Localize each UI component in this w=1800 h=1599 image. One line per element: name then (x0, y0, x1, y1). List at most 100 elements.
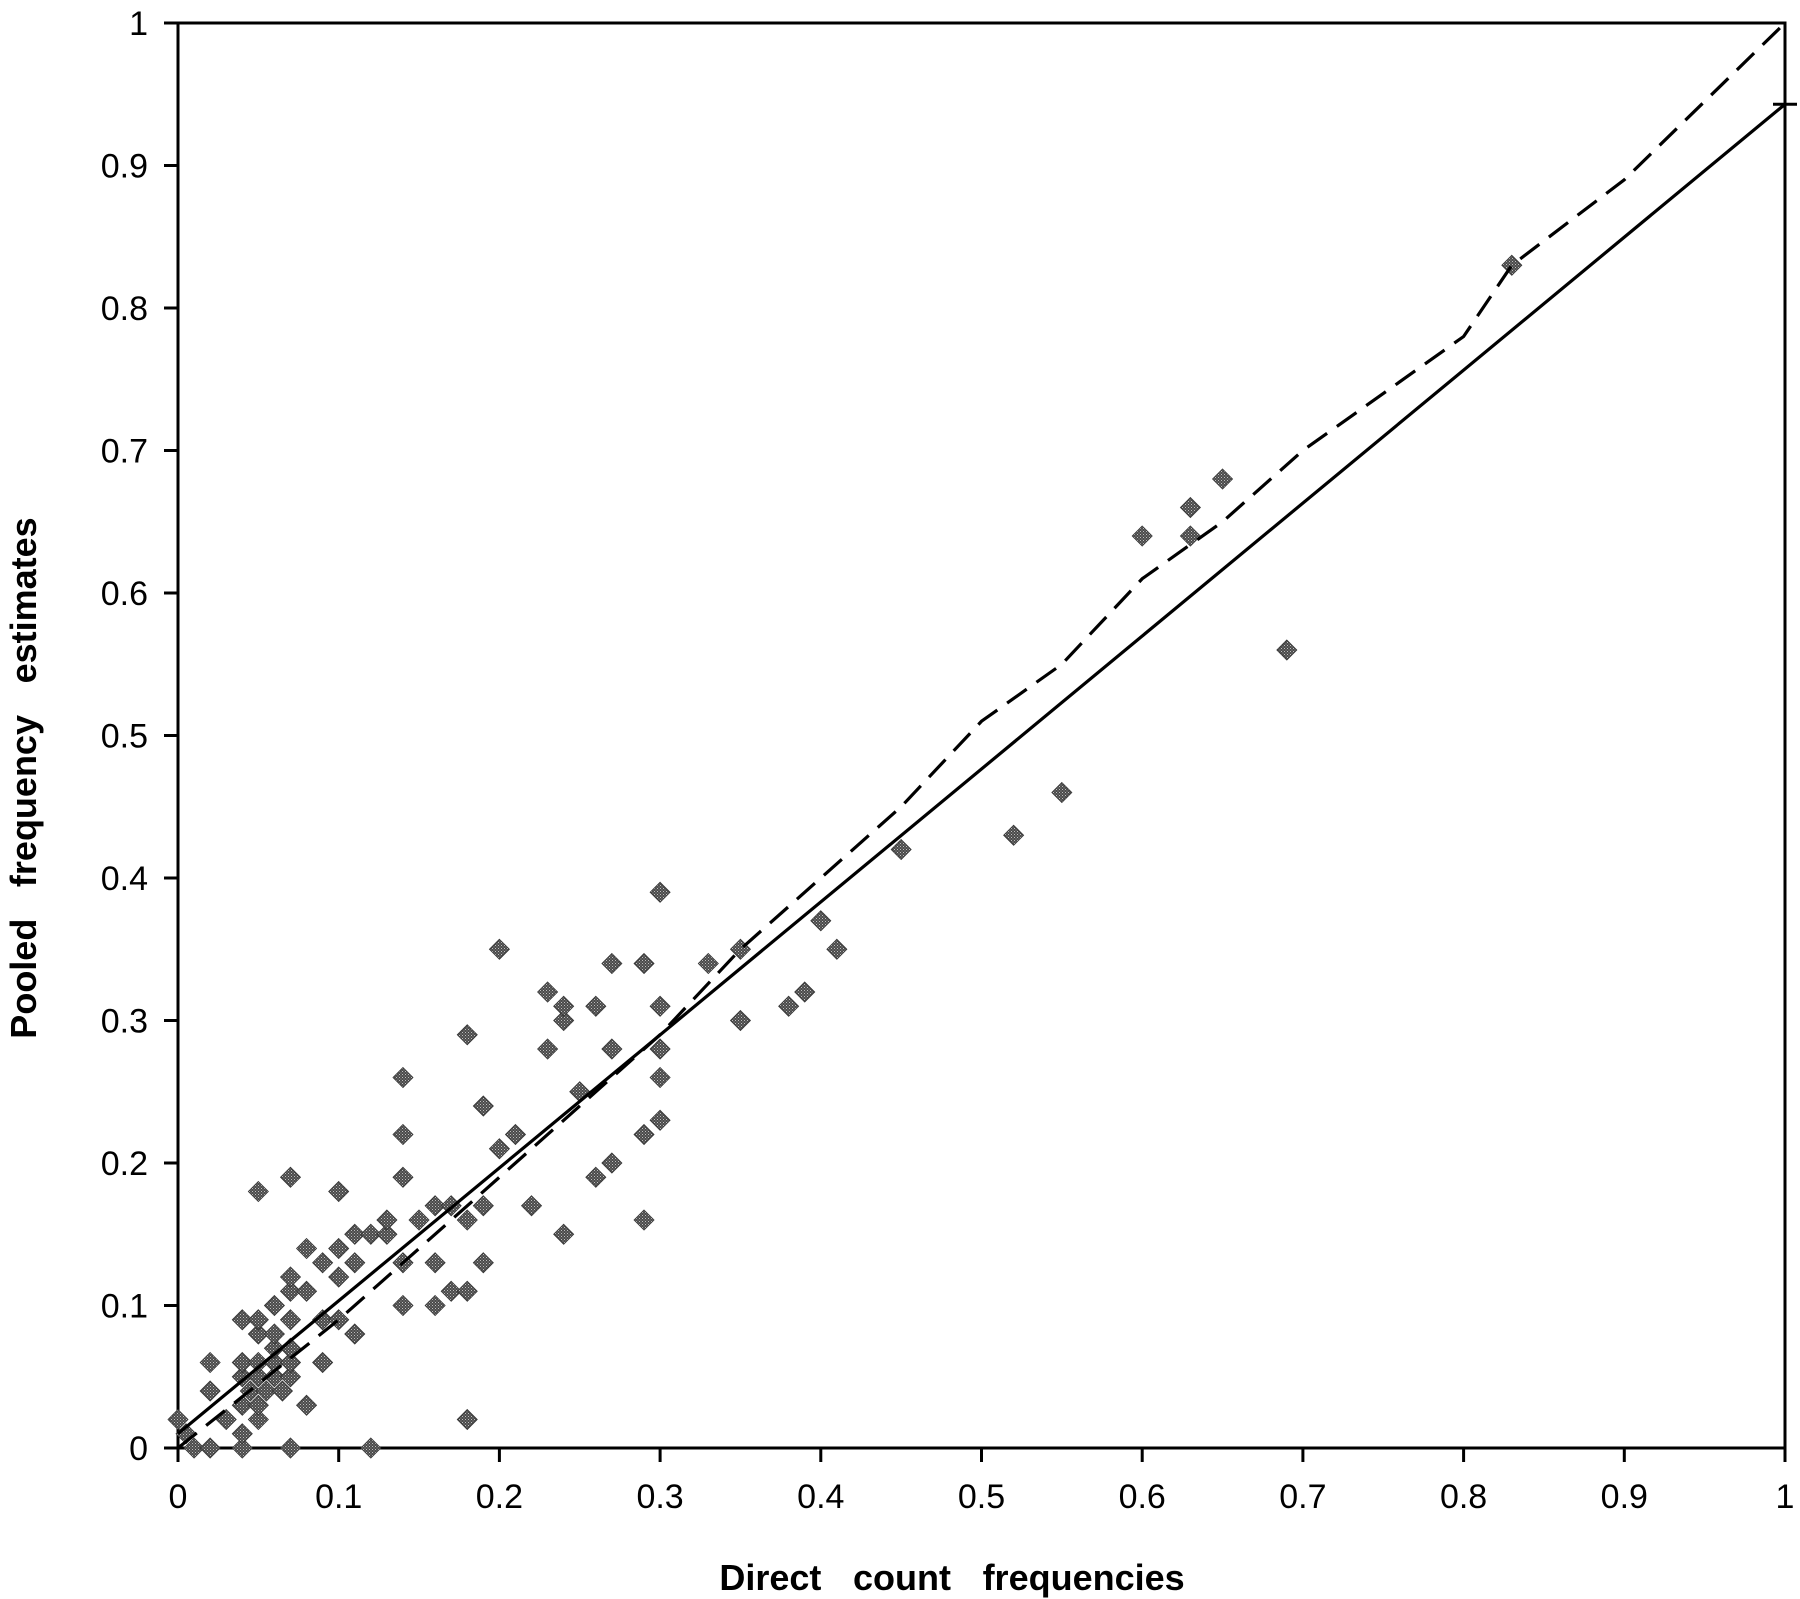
fit-lines (176, 21, 1797, 1450)
data-point (649, 1109, 671, 1131)
data-point (376, 1209, 398, 1231)
data-point (408, 1209, 430, 1231)
data-point (537, 1038, 559, 1060)
data-point (231, 1437, 253, 1459)
data-point (456, 1280, 478, 1302)
dashed-line (177, 21, 1787, 1450)
data-point (328, 1237, 350, 1260)
data-point (472, 1252, 494, 1274)
x-tick-label: 1 (1776, 1478, 1795, 1516)
data-point (392, 1294, 414, 1317)
x-axis-title: Direct count frequencies (719, 1557, 1184, 1598)
data-point (360, 1223, 382, 1245)
data-point (649, 1066, 671, 1089)
data-point (263, 1366, 285, 1388)
data-point (778, 995, 800, 1017)
data-point (247, 1394, 269, 1416)
data-point (633, 952, 655, 975)
x-tick-label: 0 (169, 1478, 188, 1516)
x-tick-label: 0.5 (958, 1478, 1005, 1516)
axis-ticks (164, 21, 1787, 1462)
data-point (183, 1437, 205, 1459)
data-point (488, 1138, 510, 1160)
data-point (440, 1280, 462, 1302)
data-point (263, 1323, 285, 1345)
data-point (279, 1437, 302, 1459)
data-point (553, 1009, 575, 1032)
y-tick-label: 0.1 (101, 1288, 148, 1326)
x-tick-label: 0.7 (1279, 1478, 1326, 1516)
data-point (279, 1309, 302, 1331)
data-point (312, 1351, 334, 1374)
data-point (312, 1252, 334, 1274)
data-point (328, 1180, 350, 1203)
data-point (1276, 639, 1298, 661)
y-tick-label: 0.3 (101, 1003, 148, 1041)
data-point (344, 1223, 366, 1245)
x-tick-labels: 0 0.1 0.2 0.3 0.4 0.5 0.6 0.7 0.8 0.9 1 (169, 1478, 1795, 1516)
x-tick-label: 0.4 (797, 1478, 844, 1516)
data-point (247, 1309, 269, 1331)
data-point (199, 1380, 221, 1402)
y-tick-label: 1 (129, 5, 148, 43)
data-point (456, 1024, 478, 1046)
y-tick-label: 0.2 (101, 1145, 148, 1183)
data-point (553, 995, 575, 1017)
data-point (1179, 496, 1201, 519)
data-point (649, 995, 671, 1017)
y-tick-label: 0.7 (101, 433, 148, 471)
data-point (585, 995, 607, 1017)
x-tick-label: 0.9 (1601, 1478, 1648, 1516)
y-tick-labels: 0 0.1 0.2 0.3 0.4 0.5 0.6 0.7 0.8 0.9 1 (101, 5, 148, 1468)
data-point (263, 1337, 285, 1359)
data-point (328, 1266, 350, 1288)
data-point (1179, 525, 1201, 547)
data-point (255, 1380, 277, 1402)
data-point (1051, 781, 1073, 804)
data-point (633, 1123, 655, 1146)
data-point (649, 1038, 671, 1060)
data-point (424, 1294, 446, 1317)
y-tick-label: 0.5 (101, 718, 148, 756)
data-point (279, 1166, 302, 1188)
data-point (520, 1195, 543, 1217)
data-point (167, 1408, 189, 1431)
data-point (424, 1195, 446, 1217)
data-point (472, 1195, 494, 1217)
data-point (1131, 525, 1153, 547)
data-point (729, 1009, 752, 1032)
data-point (537, 981, 559, 1003)
data-point (279, 1366, 302, 1388)
data-point (585, 1166, 607, 1188)
x-tick-label: 0.1 (315, 1478, 362, 1516)
data-point (231, 1309, 253, 1331)
data-point (247, 1180, 269, 1203)
data-point (392, 1066, 414, 1089)
data-point (504, 1123, 527, 1146)
data-point (199, 1437, 221, 1459)
data-point (601, 952, 623, 975)
data-point (456, 1408, 478, 1431)
data-point (360, 1437, 382, 1459)
data-point (199, 1351, 221, 1374)
data-point (456, 1209, 478, 1231)
data-point (312, 1309, 334, 1331)
data-point (247, 1351, 269, 1374)
data-point (697, 952, 719, 975)
data-point (472, 1095, 494, 1117)
data-point (1211, 468, 1234, 490)
data-point (601, 1152, 623, 1174)
data-point (424, 1252, 446, 1274)
solid-line (176, 102, 1787, 1435)
data-point (279, 1280, 302, 1302)
data-point (263, 1294, 285, 1317)
data-point (295, 1237, 318, 1260)
data-point (890, 838, 912, 861)
data-point (794, 981, 816, 1003)
data-point (553, 1223, 575, 1245)
data-point (344, 1252, 366, 1274)
data-point (1003, 824, 1025, 846)
data-point (344, 1323, 366, 1345)
y-tick-label: 0.8 (101, 290, 148, 328)
